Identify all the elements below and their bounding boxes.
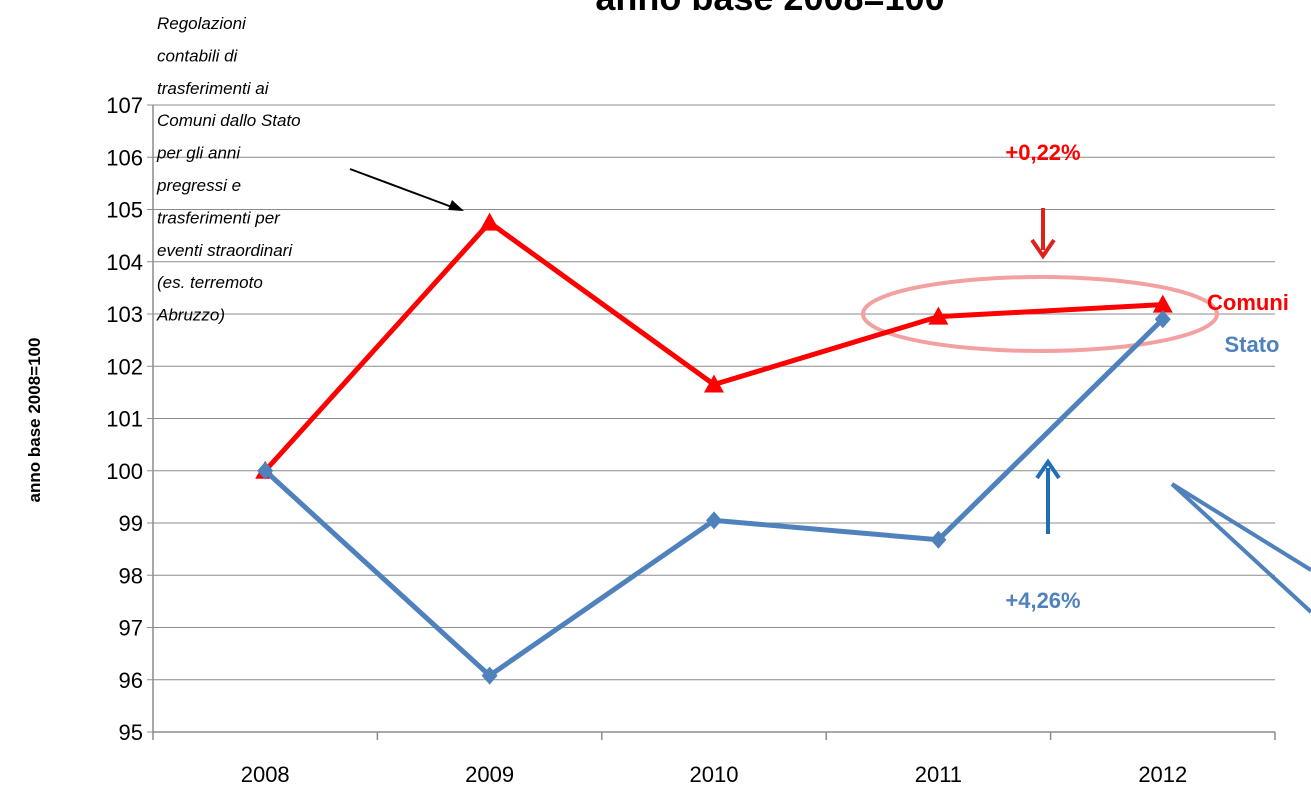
note-line-3: trasferimenti ai xyxy=(157,79,270,98)
annotation-note: Regolazioni contabili di trasferimenti ai C… xyxy=(156,14,301,325)
point-comuni-2010 xyxy=(704,374,724,393)
note-arrow-head xyxy=(448,200,464,211)
point-stato-2010 xyxy=(706,511,722,530)
y-axis-ticks: 95 96 97 98 99 100 101 102 103 104 105 106 107 xyxy=(106,93,153,745)
point-stato-2009 xyxy=(481,666,498,685)
point-stato-2008 xyxy=(257,461,274,480)
stato-up-arrow xyxy=(1035,458,1061,534)
y-tick-label-102: 102 xyxy=(106,354,143,379)
series-comuni xyxy=(255,212,1173,479)
x-tick-label-2011: 2011 xyxy=(915,762,962,785)
series-line-comuni xyxy=(263,220,1163,473)
y-tick-label-99: 99 xyxy=(119,511,143,536)
note-line-2: contabili di xyxy=(157,46,239,65)
note-line-10: Abruzzo) xyxy=(156,306,225,325)
series-layer xyxy=(255,212,1173,685)
point-comuni-2012 xyxy=(1152,294,1173,313)
note-line-1: Regolazioni xyxy=(157,14,247,33)
point-stato-2012 xyxy=(1154,310,1171,329)
x-tick-label-2008: 2008 xyxy=(241,762,290,785)
comuni-down-arrow xyxy=(1030,208,1056,260)
callout-pointer xyxy=(1170,482,1311,614)
y-tick-label-104: 104 xyxy=(106,250,143,275)
y-tick-label-106: 106 xyxy=(106,145,143,170)
stato-change-label: +4,26% xyxy=(1005,588,1080,613)
y-tick-label-100: 100 xyxy=(106,459,143,484)
note-arrow xyxy=(349,168,461,211)
y-tick-label-98: 98 xyxy=(119,563,143,588)
x-tick-label-2009: 2009 xyxy=(465,762,514,785)
series-label-comuni: Comuni xyxy=(1207,290,1289,315)
series-line-stato xyxy=(263,317,1165,679)
note-line-7: trasferimenti per xyxy=(157,208,281,227)
y-axis-label: anno base 2008=100 xyxy=(25,338,44,503)
series-label-stato: Stato xyxy=(1225,332,1280,357)
note-line-9: (es. terremoto xyxy=(157,273,263,292)
x-axis-ticks: 2008 2009 2010 2011 2012 xyxy=(152,732,1276,785)
y-tick-label-107: 107 xyxy=(106,93,143,118)
y-tick-label-101: 101 xyxy=(106,407,143,432)
point-comuni-2009 xyxy=(479,212,500,231)
point-stato-2011 xyxy=(930,530,947,549)
note-line-6: pregressi e xyxy=(156,176,241,195)
grid xyxy=(153,104,1275,681)
chart-title: anno base 2008=100 xyxy=(595,0,944,18)
x-tick-label-2010: 2010 xyxy=(690,762,739,785)
y-tick-label-103: 103 xyxy=(106,302,143,327)
comuni-change-label: +0,22% xyxy=(1005,140,1080,165)
note-line-5: per gli anni xyxy=(156,144,241,163)
y-tick-label-96: 96 xyxy=(119,668,143,693)
point-comuni-2011 xyxy=(928,306,949,325)
series-stato xyxy=(257,310,1171,685)
note-line-8: eventi straordinari xyxy=(157,241,293,260)
x-tick-label-2012: 2012 xyxy=(1138,762,1187,785)
highlight-ellipse xyxy=(861,275,1219,353)
y-tick-label-95: 95 xyxy=(119,720,143,745)
y-tick-label-105: 105 xyxy=(106,198,143,223)
y-tick-label-97: 97 xyxy=(119,616,143,641)
note-line-4: Comuni dallo Stato xyxy=(157,111,301,130)
